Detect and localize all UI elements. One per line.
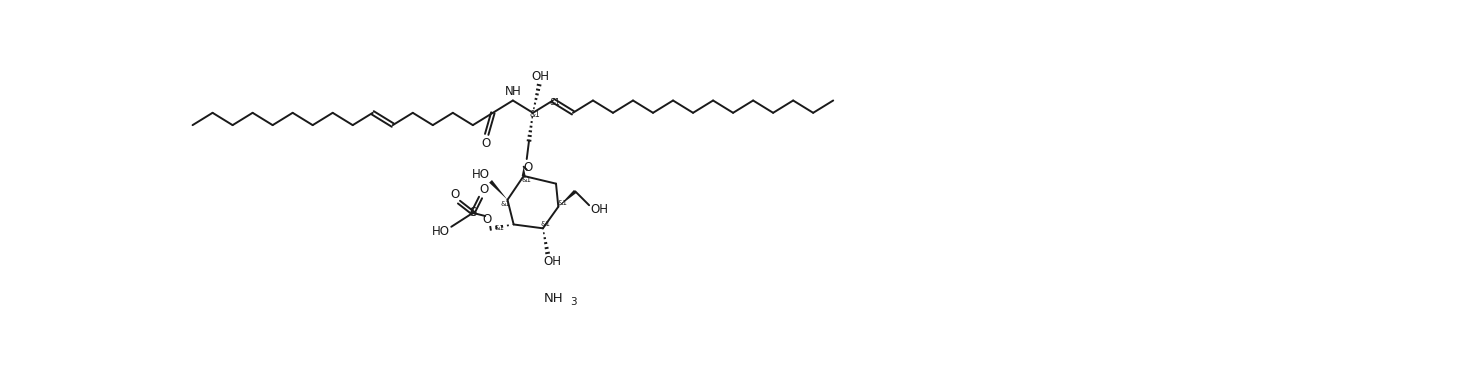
Text: O: O — [450, 188, 459, 201]
Text: &1: &1 — [550, 97, 560, 107]
Text: OH: OH — [532, 70, 550, 83]
Text: HO: HO — [431, 225, 449, 238]
Text: H: H — [512, 85, 520, 98]
Text: &1: &1 — [501, 201, 510, 207]
Text: NH: NH — [544, 292, 564, 305]
Text: HO: HO — [472, 168, 490, 181]
Text: 3: 3 — [570, 297, 576, 307]
Text: &1: &1 — [522, 177, 532, 183]
Text: OH: OH — [591, 203, 608, 215]
Text: S: S — [469, 206, 477, 220]
Text: &1: &1 — [541, 221, 550, 227]
Text: &1: &1 — [557, 200, 567, 206]
Text: &1: &1 — [494, 225, 504, 231]
Text: N: N — [504, 85, 513, 98]
Polygon shape — [490, 180, 507, 200]
Text: O: O — [482, 213, 491, 225]
Text: O: O — [523, 161, 534, 174]
Polygon shape — [558, 190, 576, 207]
Text: O: O — [480, 183, 488, 196]
Polygon shape — [522, 167, 526, 176]
Text: OH: OH — [544, 255, 561, 268]
Text: &1: &1 — [529, 110, 541, 119]
Text: O: O — [481, 137, 491, 150]
